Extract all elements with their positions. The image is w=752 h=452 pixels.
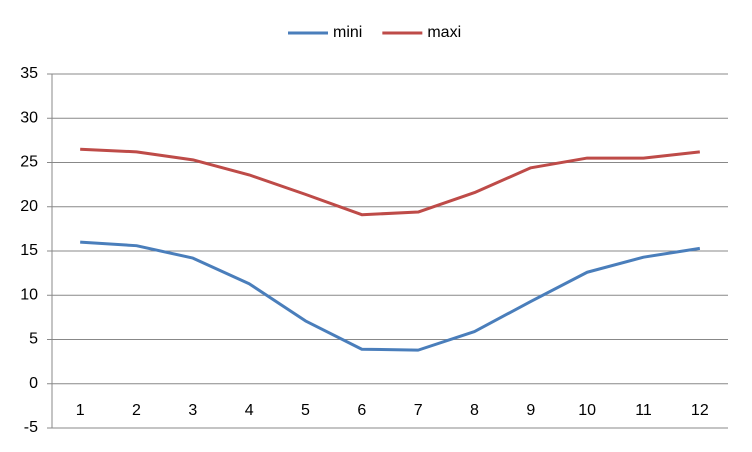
x-tick-label: 11 xyxy=(635,402,652,419)
x-tick-label: 6 xyxy=(357,402,366,419)
x-tick-label: 4 xyxy=(245,402,254,419)
x-tick-label: 5 xyxy=(301,402,310,419)
y-tick-label: 15 xyxy=(20,242,38,259)
legend-label: maxi xyxy=(427,24,461,41)
y-tick-label: 20 xyxy=(20,198,38,215)
series-line xyxy=(80,240,701,352)
x-tick-label: 12 xyxy=(691,402,709,419)
x-tick-label: 1 xyxy=(76,402,85,419)
x-tick-label: 8 xyxy=(470,402,479,419)
x-tick-label: 10 xyxy=(578,402,596,419)
x-tick-label: 2 xyxy=(132,402,141,419)
x-tick-label: 9 xyxy=(526,402,535,419)
y-tick-label: 35 xyxy=(20,65,38,82)
y-tick-label: -5 xyxy=(24,419,38,436)
legend-label: mini xyxy=(333,24,362,41)
x-tick-label: 7 xyxy=(414,402,423,419)
y-tick-label: 25 xyxy=(20,154,38,171)
x-tick-label: 3 xyxy=(188,402,197,419)
y-tick-label: 5 xyxy=(29,331,38,348)
y-tick-label: 0 xyxy=(29,375,38,392)
series-line xyxy=(80,147,700,217)
y-tick-label: 10 xyxy=(20,286,38,303)
y-tick-label: 30 xyxy=(20,109,38,126)
